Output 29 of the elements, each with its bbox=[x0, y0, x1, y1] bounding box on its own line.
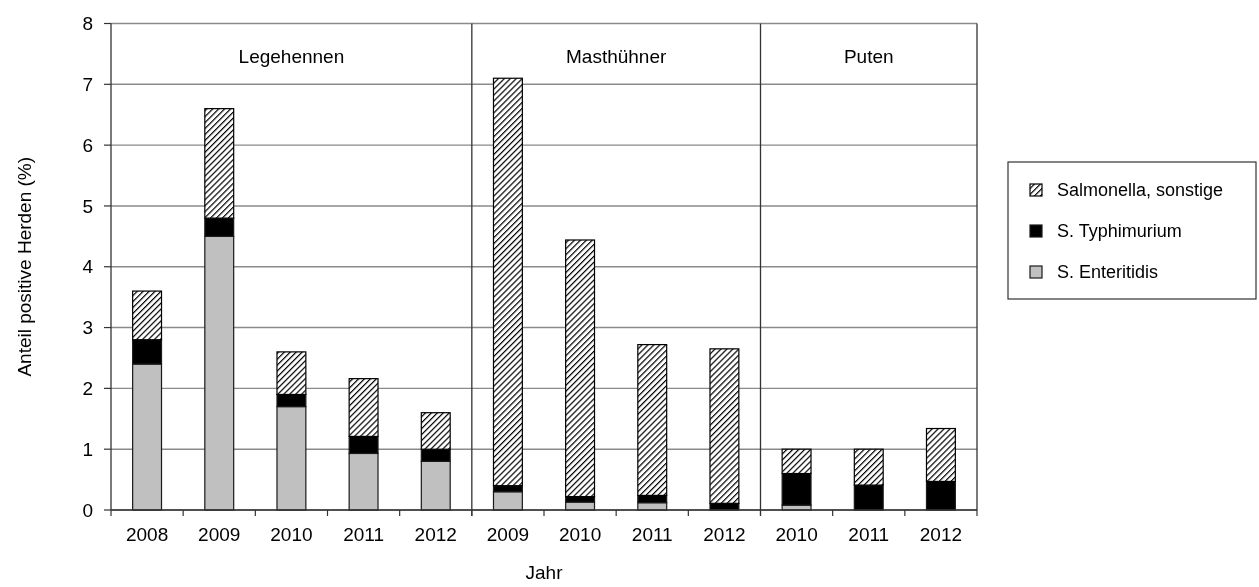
legend-label: S. Enteritidis bbox=[1057, 262, 1159, 283]
x-tick-label: 2010 bbox=[558, 524, 602, 546]
x-tick-label: 2012 bbox=[414, 524, 457, 546]
legend-label: S. Typhimurium bbox=[1057, 221, 1182, 242]
y-tick-label: 5 bbox=[82, 195, 93, 217]
x-tick-label: 2010 bbox=[270, 524, 313, 546]
y-tick-label: 6 bbox=[82, 134, 93, 156]
y-tick-label: 4 bbox=[82, 256, 94, 278]
text: Puten bbox=[843, 45, 894, 67]
x-tick-label: 2009 bbox=[198, 524, 241, 546]
y-tick-label: 0 bbox=[82, 499, 93, 521]
x-axis-title: Jahr bbox=[525, 561, 564, 583]
y-tick-label: 8 bbox=[82, 13, 93, 35]
x-tick-label: 2012 bbox=[703, 524, 746, 546]
x-tick-label: 2010 bbox=[775, 524, 818, 546]
y-tick-label: 7 bbox=[82, 73, 93, 95]
y-tick-label: 3 bbox=[82, 317, 93, 339]
x-tick-label: 2011 bbox=[631, 524, 673, 546]
y-tick-label: 2 bbox=[82, 378, 93, 400]
text: Masthühner bbox=[565, 45, 667, 67]
x-tick-label: 2008 bbox=[125, 524, 169, 546]
x-tick-label: 2011 bbox=[848, 524, 890, 546]
text: Legehennen bbox=[238, 45, 345, 67]
y-axis-title: Anteil positive Herden (%) bbox=[13, 156, 35, 377]
y-tick-label: 1 bbox=[82, 438, 93, 460]
x-tick-label: 2012 bbox=[919, 524, 963, 546]
legend-label: Salmonella, sonstige bbox=[1057, 180, 1224, 201]
x-tick-label: 2011 bbox=[343, 524, 385, 546]
x-tick-label: 2009 bbox=[486, 524, 530, 546]
